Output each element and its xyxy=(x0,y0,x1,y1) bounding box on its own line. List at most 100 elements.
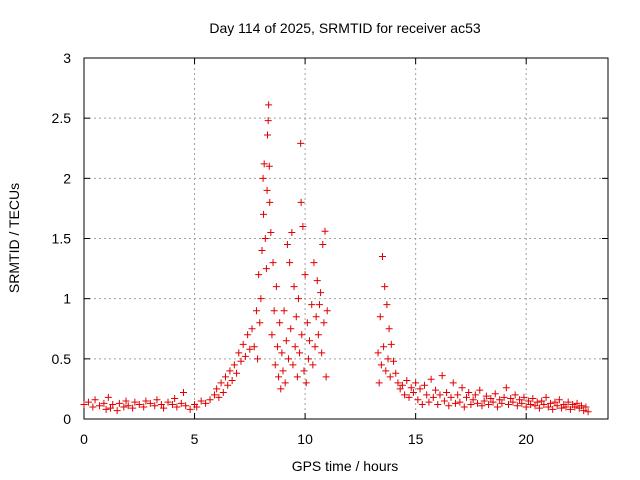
data-point xyxy=(378,253,386,261)
data-point xyxy=(206,396,214,404)
data-point xyxy=(323,307,331,315)
data-point xyxy=(129,404,137,412)
data-point xyxy=(516,396,524,404)
data-point xyxy=(320,319,328,327)
data-point xyxy=(146,399,154,407)
data-point xyxy=(291,343,299,351)
data-point xyxy=(264,131,272,139)
y-tick-label: 3 xyxy=(63,50,71,66)
data-point xyxy=(407,384,415,392)
data-point xyxy=(298,331,306,339)
data-point xyxy=(142,397,150,405)
data-point xyxy=(390,357,398,365)
data-point xyxy=(533,398,541,406)
data-point xyxy=(566,405,574,413)
data-point xyxy=(440,397,448,405)
data-point xyxy=(582,403,590,411)
data-point xyxy=(465,389,473,397)
data-point xyxy=(168,401,176,409)
data-point xyxy=(304,355,312,363)
data-point xyxy=(427,375,435,383)
data-point xyxy=(487,395,495,403)
data-point xyxy=(451,399,459,407)
data-point xyxy=(445,402,453,410)
data-point xyxy=(124,402,132,410)
data-point xyxy=(179,389,187,397)
data-point xyxy=(244,331,252,339)
data-point xyxy=(491,390,499,398)
x-tick-label: 0 xyxy=(80,431,88,447)
grid-lines xyxy=(84,58,608,419)
data-point xyxy=(248,325,256,333)
data-point xyxy=(313,277,321,285)
data-point xyxy=(462,393,470,401)
data-point xyxy=(256,319,264,327)
data-point xyxy=(312,313,320,321)
data-point xyxy=(377,361,385,369)
data-point xyxy=(235,349,243,357)
data-point xyxy=(375,379,383,387)
data-point xyxy=(418,401,426,409)
data-point xyxy=(290,283,298,291)
data-point xyxy=(513,402,521,410)
data-point xyxy=(272,283,280,291)
data-point xyxy=(135,401,143,409)
data-point xyxy=(250,343,258,351)
data-point xyxy=(215,393,223,401)
data-point xyxy=(387,340,395,348)
data-point xyxy=(527,401,535,409)
data-point xyxy=(549,405,557,413)
data-point xyxy=(467,401,475,409)
data-point xyxy=(259,174,267,182)
data-point xyxy=(522,403,530,411)
data-point xyxy=(80,401,88,409)
data-point xyxy=(449,379,457,387)
data-point xyxy=(237,357,245,365)
data-point xyxy=(260,210,268,218)
data-point xyxy=(382,367,390,375)
data-point xyxy=(584,408,592,416)
data-point xyxy=(511,391,519,399)
data-point xyxy=(283,241,291,249)
data-point xyxy=(564,398,572,406)
data-point xyxy=(414,396,422,404)
data-point xyxy=(577,402,585,410)
data-point xyxy=(314,331,322,339)
data-point xyxy=(580,407,588,415)
data-point xyxy=(246,345,254,353)
data-point xyxy=(217,379,225,387)
data-point xyxy=(301,271,309,279)
data-point xyxy=(285,355,293,363)
y-tick-label: 2 xyxy=(63,170,71,186)
data-point xyxy=(423,391,431,399)
data-point xyxy=(273,343,281,351)
data-point xyxy=(260,160,268,168)
data-point xyxy=(151,402,159,410)
data-point xyxy=(436,391,444,399)
data-point xyxy=(398,381,406,389)
data-point xyxy=(311,343,319,351)
data-point xyxy=(403,376,411,384)
data-point xyxy=(447,393,455,401)
data-point xyxy=(288,228,296,236)
data-point xyxy=(412,379,420,387)
data-point xyxy=(518,399,526,407)
data-point xyxy=(551,398,559,406)
data-point xyxy=(432,386,440,394)
data-point xyxy=(89,403,97,411)
data-point xyxy=(182,402,190,410)
data-point xyxy=(266,198,274,206)
data-point xyxy=(289,361,297,369)
data-point xyxy=(228,376,236,384)
data-point xyxy=(261,235,269,242)
data-point xyxy=(496,396,504,404)
data-point xyxy=(535,404,543,412)
data-point xyxy=(308,301,316,309)
data-point xyxy=(505,401,513,409)
data-point xyxy=(270,307,278,315)
data-point xyxy=(558,404,566,412)
data-point xyxy=(409,389,417,397)
data-point xyxy=(122,397,130,405)
data-point xyxy=(538,397,546,405)
